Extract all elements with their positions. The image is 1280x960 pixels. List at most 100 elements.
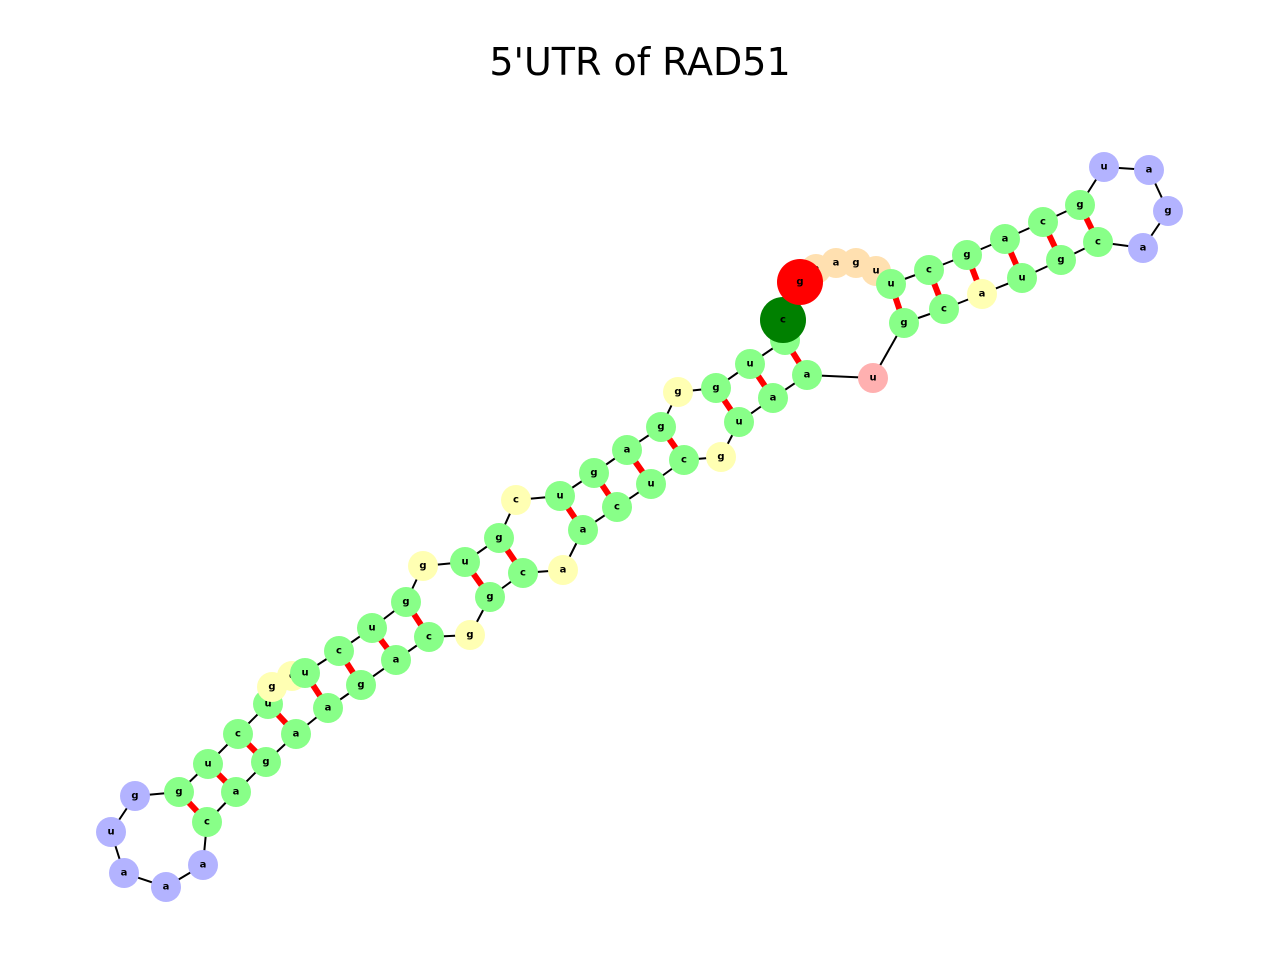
nucleotide-label: g xyxy=(1076,200,1083,211)
nucleotide-circle xyxy=(251,747,281,777)
nucleotide-circle xyxy=(193,749,223,779)
nucleotide-label: u xyxy=(107,827,114,838)
nucleotide-label: g xyxy=(852,258,859,269)
nucleotide: g xyxy=(346,670,376,700)
nucleotide-label: u xyxy=(647,479,654,490)
nucleotide-circle xyxy=(792,360,822,390)
nucleotide-label: c xyxy=(941,304,947,315)
nucleotide-label: g xyxy=(175,787,182,798)
nucleotide: a xyxy=(548,555,578,585)
nucleotide-label: g xyxy=(717,452,724,463)
nucleotide-circle xyxy=(579,458,609,488)
nucleotide: a xyxy=(612,435,642,465)
nucleotide-circle xyxy=(914,255,944,285)
nucleotide: u xyxy=(1089,152,1119,182)
nucleotide-circle xyxy=(990,224,1020,254)
nucleotide: g xyxy=(120,781,150,811)
nucleotide: u xyxy=(96,817,126,847)
nucleotide-label: g xyxy=(486,592,493,603)
nucleotide-circle xyxy=(777,259,823,305)
nucleotide: a xyxy=(281,719,311,749)
nucleotide-label: a xyxy=(233,787,240,798)
nucleotide-circle xyxy=(120,781,150,811)
nucleotide-label: a xyxy=(1002,234,1009,245)
nucleotide-circle xyxy=(1134,155,1164,185)
nucleotide-circle xyxy=(223,719,253,749)
nucleotide-label: u xyxy=(368,623,375,634)
diagram-title: 5'UTR of RAD51 xyxy=(489,40,791,84)
nucleotide-circle xyxy=(548,555,578,585)
nucleotide-label: a xyxy=(1146,165,1153,176)
nucleotide-label: u xyxy=(461,557,468,568)
nucleotide: a xyxy=(109,858,139,888)
nucleotide-circle xyxy=(612,435,642,465)
nucleotide-label: a xyxy=(393,655,400,666)
nucleotide-circle xyxy=(876,269,906,299)
nucleotide-label: c xyxy=(614,502,620,513)
nucleotide-circle xyxy=(391,587,421,617)
nucleotide: a xyxy=(758,383,788,413)
nucleotide-label: u xyxy=(887,279,894,290)
nucleotide: u xyxy=(858,363,888,393)
nucleotide: c xyxy=(669,445,699,475)
nucleotide: u xyxy=(357,613,387,643)
nucleotide: a xyxy=(1128,233,1158,263)
nucleotide: g xyxy=(1046,245,1076,275)
nucleotide-label: g xyxy=(590,468,597,479)
nucleotide: g xyxy=(391,587,421,617)
nucleotide-label: u xyxy=(204,759,211,770)
nucleotide-circle xyxy=(568,515,598,545)
nucleotide: c xyxy=(192,807,222,837)
nucleotide: u xyxy=(724,407,754,437)
nucleotide-label: g xyxy=(1057,255,1064,266)
nucleotide-label: g xyxy=(131,791,138,802)
nucleotide-label: a xyxy=(560,565,567,576)
nucleotide-circle xyxy=(663,377,693,407)
nucleotide-circle xyxy=(455,620,485,650)
nucleotide-label: c xyxy=(1095,237,1101,248)
base-pair-links xyxy=(176,203,1101,825)
nucleotide-circle xyxy=(858,363,888,393)
nucleotide: c xyxy=(414,622,444,652)
nucleotide: g xyxy=(579,458,609,488)
nucleotide: g xyxy=(455,620,485,650)
nucleotide-label: a xyxy=(1140,243,1147,254)
nucleotide-label: a xyxy=(580,525,587,536)
nucleotide-circle xyxy=(1089,152,1119,182)
nucleotide: g xyxy=(646,412,676,442)
nucleotide-label: u xyxy=(1100,162,1107,173)
nucleotide-circle xyxy=(192,807,222,837)
nucleotide-circle xyxy=(889,308,919,338)
nucleotide-circle xyxy=(221,777,251,807)
nucleotide-circle xyxy=(96,817,126,847)
nucleotide: g xyxy=(706,442,736,472)
nucleotide: u xyxy=(450,547,480,577)
nucleotide-circle xyxy=(357,613,387,643)
nucleotide-label: u xyxy=(869,373,876,384)
nucleotide-label: g xyxy=(657,422,664,433)
nucleotide-circle xyxy=(151,872,181,902)
nucleotide-circle xyxy=(724,407,754,437)
nucleotide-label: c xyxy=(1040,217,1046,228)
nucleotide-label: g xyxy=(402,597,409,608)
nucleotide-label: c xyxy=(520,568,526,579)
nucleotide: u xyxy=(545,481,575,511)
nucleotide-label: c xyxy=(926,265,932,276)
nucleotide-label: c xyxy=(235,729,241,740)
nucleotide: a xyxy=(990,224,1020,254)
nucleotide: g xyxy=(484,523,514,553)
nucleotide: u xyxy=(735,349,765,379)
nucleotide-label: a xyxy=(804,370,811,381)
nucleotide-circle xyxy=(646,412,676,442)
nucleotide-circle xyxy=(484,523,514,553)
nucleotide: a xyxy=(188,850,218,880)
nucleotide-label: g xyxy=(357,680,364,691)
nucleotide-label: u xyxy=(872,266,879,277)
nucleotide-circle xyxy=(1007,263,1037,293)
nucleotide-circle xyxy=(1128,233,1158,263)
nucleotide: u xyxy=(876,269,906,299)
nucleotide: g xyxy=(889,308,919,338)
nucleotide-circle xyxy=(929,294,959,324)
nucleotide-circle xyxy=(1153,196,1183,226)
